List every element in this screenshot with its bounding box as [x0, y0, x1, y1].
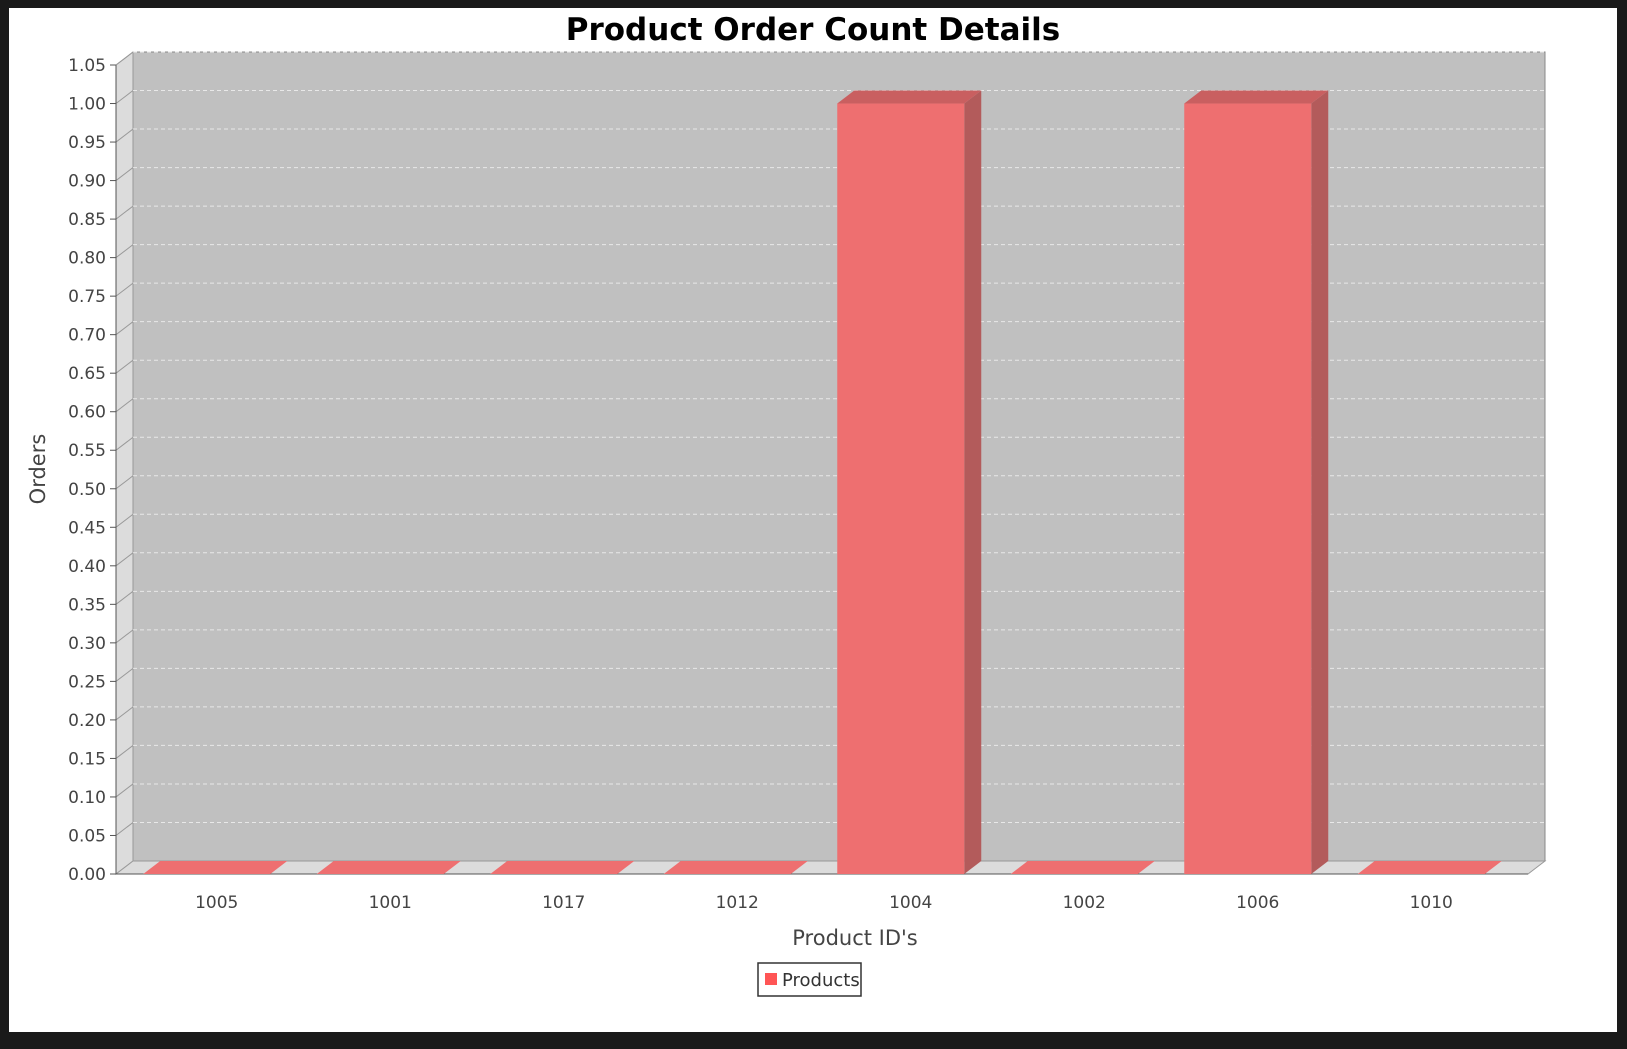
y-tick-label: 0.95: [68, 133, 106, 153]
x-tick-label: 1017: [542, 893, 585, 913]
wall-gridline: [115, 359, 134, 374]
plot-left-wall: [115, 50, 134, 876]
y-tick-label: 0.60: [68, 403, 106, 423]
bar-1012: [663, 861, 808, 874]
chart-panel: Product Order Count Details 0.00 0.05 0.10…: [9, 8, 1617, 1032]
y-tick-label: 0.70: [68, 326, 106, 346]
bar-1005: [143, 861, 288, 874]
wall-gridline: [115, 667, 134, 682]
wall-gridline: [115, 629, 134, 644]
bar-1006: [1184, 103, 1312, 875]
y-tick-label: 0.25: [68, 672, 106, 692]
x-tick-label: 1005: [195, 893, 238, 913]
y-tick-label: 0.80: [68, 249, 106, 269]
wall-gridline: [115, 513, 134, 528]
y-tick-label: 0.30: [68, 634, 106, 654]
wall-gridline: [115, 205, 134, 220]
y-tick-label: 0.00: [68, 865, 106, 885]
legend: Products: [757, 962, 862, 997]
y-tick-label: 0.10: [68, 788, 106, 808]
wall-gridline: [115, 552, 134, 567]
bar-1017: [490, 861, 635, 874]
bar-1002: [1010, 861, 1155, 874]
bar-1004: [837, 103, 965, 875]
y-tick-label: 0.40: [68, 557, 106, 577]
y-tick-label: 0.15: [68, 749, 106, 769]
x-axis-title: Product ID's: [792, 926, 918, 950]
wall-gridline: [115, 51, 134, 66]
wall-gridline: [115, 128, 134, 143]
wall-gridline: [115, 436, 134, 451]
y-tick-labels: 0.00 0.05 0.10 0.15 0.20 0.25 0.30 0.35 0.40 0.45…: [68, 56, 106, 885]
x-tick-label: 1004: [889, 893, 932, 913]
x-tick-label: 1002: [1063, 893, 1106, 913]
wall-gridline: [115, 321, 134, 336]
y-tick-label: 0.35: [68, 595, 106, 615]
y-axis-title: Orders: [26, 434, 50, 505]
wall-gridline: [115, 822, 134, 836]
y-tick-label: 0.90: [68, 172, 106, 192]
y-tick-label: 0.65: [68, 364, 106, 384]
y-tick-label: 0.20: [68, 711, 106, 731]
wall-gridline: [115, 475, 134, 490]
legend-swatch: [765, 973, 777, 985]
x-tick-label: 1006: [1236, 893, 1279, 913]
x-tick-label: 1012: [716, 893, 759, 913]
y-tick-label: 1.00: [68, 95, 106, 115]
bar-side-1006: [1311, 90, 1329, 875]
legend-box: [757, 962, 862, 997]
bar-top-1004: [837, 90, 982, 104]
y-tick-label: 0.85: [68, 210, 106, 230]
x-tick-label: 1001: [369, 893, 412, 913]
bar-chart: Product Order Count Details 0.00 0.05 0.10…: [26, 12, 1547, 997]
wall-gridline: [115, 745, 134, 759]
bar-1010: [1357, 861, 1502, 874]
y-tick-label: 0.55: [68, 441, 106, 461]
y-tick-label: 0.50: [68, 480, 106, 500]
bar-side-1004: [964, 90, 982, 875]
wall-gridline: [115, 398, 134, 413]
legend-label: Products: [782, 970, 860, 991]
y-tick-label: 0.05: [68, 826, 106, 846]
wall-gridline: [115, 90, 134, 104]
bar-top-1006: [1184, 90, 1329, 104]
x-tick-label: 1010: [1410, 893, 1453, 913]
bar-1001: [316, 861, 461, 874]
wall-gridline: [115, 590, 134, 605]
chart-title: Product Order Count Details: [566, 12, 1061, 48]
y-tick-label: 0.45: [68, 518, 106, 538]
bars: [143, 90, 1502, 875]
plot-area: [114, 50, 1547, 876]
wall-gridline: [115, 706, 134, 721]
y-tick-label: 0.75: [68, 287, 106, 307]
wall-gridline: [115, 167, 134, 181]
x-tick-labels: 1005 1001 1017 1012 1004 1002 1006 1010: [195, 893, 1453, 913]
wall-gridline: [115, 783, 134, 798]
wall-gridline: [115, 244, 134, 259]
wall-gridline: [115, 282, 134, 297]
y-tick-label: 1.05: [68, 56, 106, 76]
